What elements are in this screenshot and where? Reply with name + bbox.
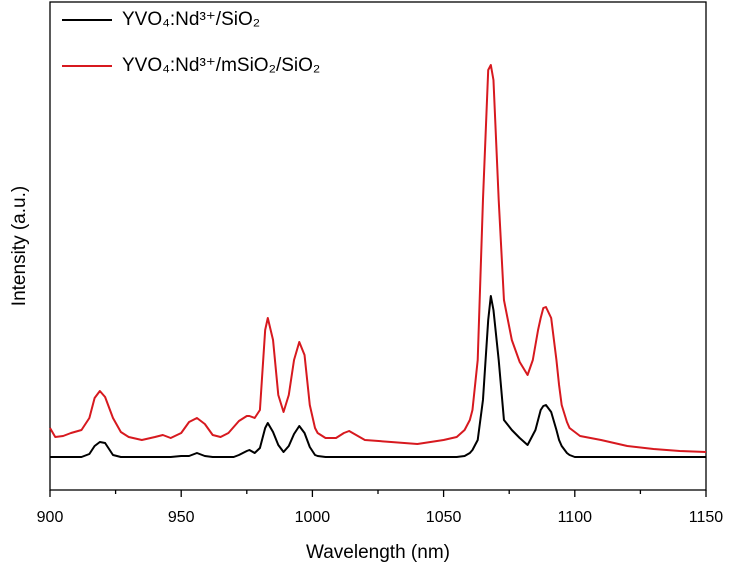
x-tick-label: 1050 bbox=[426, 509, 462, 526]
x-tick-label: 950 bbox=[168, 509, 195, 526]
x-tick-label: 1100 bbox=[558, 509, 593, 526]
legend-label: YVO₄:Nd³⁺/mSiO₂/SiO₂ bbox=[122, 55, 320, 76]
x-tick-label: 900 bbox=[37, 509, 64, 526]
y-axis-label: Intensity (a.u.) bbox=[9, 186, 30, 306]
series-line bbox=[50, 295, 706, 458]
x-tick-label: 1150 bbox=[689, 509, 724, 526]
x-tick-label: 1000 bbox=[295, 509, 331, 526]
legend-label: YVO₄:Nd³⁺/SiO₂ bbox=[122, 9, 260, 30]
x-axis-label: Wavelength (nm) bbox=[306, 542, 450, 563]
series-line bbox=[49, 64, 707, 453]
